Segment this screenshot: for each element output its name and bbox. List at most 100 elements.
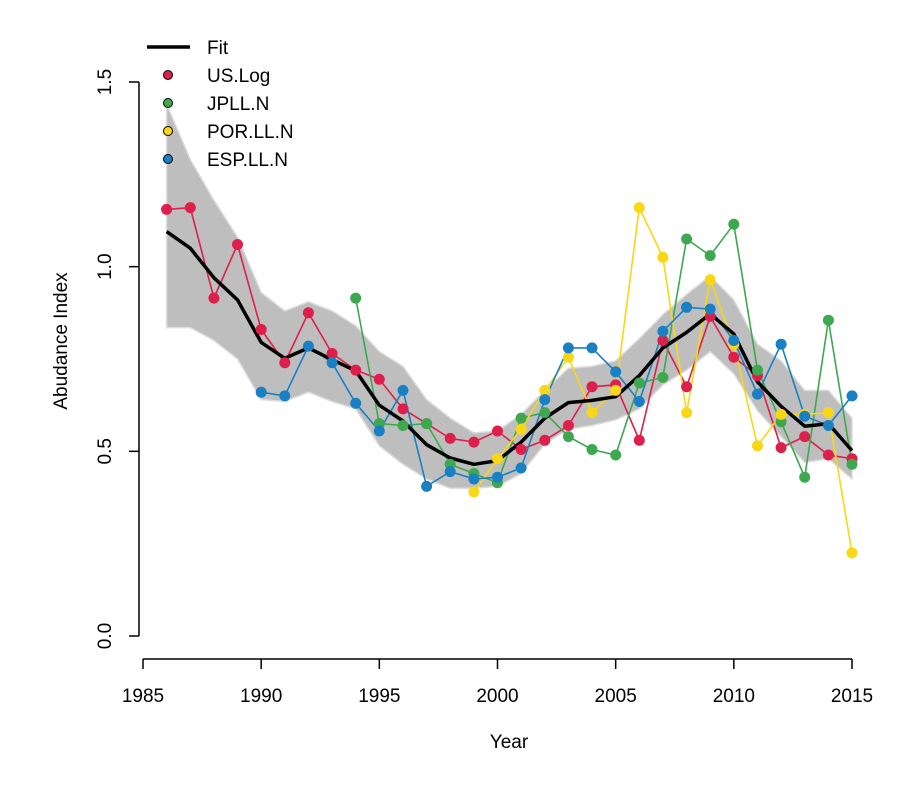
data-point-us-log xyxy=(657,335,669,346)
data-point-esp-ll-n xyxy=(799,410,811,422)
data-point-jpll-n xyxy=(539,407,551,419)
data-point-jpll-n xyxy=(633,377,645,389)
data-point-us-log xyxy=(302,307,314,319)
data-point-esp-ll-n xyxy=(728,335,740,346)
data-point-us-log xyxy=(232,239,243,250)
data-point-por-ll-n xyxy=(846,547,858,559)
data-point-jpll-n xyxy=(515,412,527,424)
y-axis-title: Abudance Index xyxy=(51,272,72,410)
data-point-esp-ll-n xyxy=(775,338,787,350)
data-point-jpll-n xyxy=(562,431,574,443)
data-point-esp-ll-n xyxy=(350,397,362,409)
data-point-esp-ll-n xyxy=(681,301,693,313)
data-point-por-ll-n xyxy=(468,486,480,498)
data-point-jpll-n xyxy=(799,471,811,483)
data-point-jpll-n xyxy=(397,420,409,431)
data-point-us-log xyxy=(562,420,574,431)
data-point-esp-ll-n xyxy=(515,462,527,474)
data-point-por-ll-n xyxy=(515,423,527,435)
data-point-esp-ll-n xyxy=(633,396,645,407)
data-point-esp-ll-n xyxy=(255,386,267,398)
data-point-esp-ll-n xyxy=(468,473,480,485)
x-tick-label: 1985 xyxy=(122,686,164,707)
y-tick-label: 1.5 xyxy=(95,69,116,95)
data-point-esp-ll-n xyxy=(657,325,669,337)
data-point-us-log xyxy=(255,324,267,335)
data-point-esp-ll-n xyxy=(752,388,763,400)
data-point-jpll-n xyxy=(846,458,858,470)
data-point-jpll-n xyxy=(681,233,693,245)
data-point-por-ll-n xyxy=(704,274,716,286)
data-point-por-ll-n xyxy=(775,408,787,420)
data-point-por-ll-n xyxy=(562,351,574,363)
data-point-us-log xyxy=(468,436,480,448)
data-point-esp-ll-n xyxy=(421,480,433,492)
data-point-por-ll-n xyxy=(822,407,834,419)
data-point-esp-ll-n xyxy=(397,384,409,396)
data-point-esp-ll-n xyxy=(846,390,858,402)
data-point-us-log xyxy=(515,444,527,455)
data-point-esp-ll-n xyxy=(586,342,598,354)
data-point-us-log xyxy=(728,351,740,363)
data-point-esp-ll-n xyxy=(610,366,622,378)
data-point-jpll-n xyxy=(350,292,362,304)
data-point-us-log xyxy=(350,364,362,376)
data-point-por-ll-n xyxy=(492,453,503,465)
legend-swatch-us-log xyxy=(163,70,173,80)
series-line-esp-ll-n xyxy=(261,306,853,488)
data-point-us-log xyxy=(184,202,196,214)
data-point-por-ll-n xyxy=(610,384,622,396)
data-point-esp-ll-n xyxy=(326,357,338,369)
data-point-us-log xyxy=(492,425,503,437)
data-point-us-log xyxy=(586,381,598,393)
data-point-us-log xyxy=(775,442,787,454)
legend-label-jpll-n: JPLL.N xyxy=(207,94,269,115)
data-point-por-ll-n xyxy=(586,407,598,419)
x-tick-label: 2005 xyxy=(595,686,637,707)
data-point-por-ll-n xyxy=(681,407,693,419)
data-point-jpll-n xyxy=(657,372,669,383)
data-point-us-log xyxy=(397,403,409,415)
data-point-jpll-n xyxy=(752,364,763,376)
data-point-esp-ll-n xyxy=(492,471,503,483)
data-point-esp-ll-n xyxy=(444,466,456,478)
x-tick-label: 2000 xyxy=(476,686,518,707)
axes-layer: 1985 1990 1995 2000 2005 2010 2015 0.0 0.5 1.0 1.5 xyxy=(95,69,873,707)
data-point-us-log xyxy=(326,348,338,359)
legend-swatch-esp-ll-n xyxy=(163,154,173,164)
data-point-us-log xyxy=(799,431,811,443)
x-tick-label: 1990 xyxy=(240,686,282,707)
data-point-us-log xyxy=(373,373,385,385)
data-point-esp-ll-n xyxy=(704,303,716,315)
data-point-por-ll-n xyxy=(752,440,763,452)
data-point-us-log xyxy=(161,203,173,215)
data-point-esp-ll-n xyxy=(822,420,834,431)
data-point-us-log xyxy=(681,381,693,393)
x-tick-label: 1995 xyxy=(358,686,400,707)
x-axis-title: Year xyxy=(490,732,529,753)
series-points-layer xyxy=(161,202,858,559)
data-point-jpll-n xyxy=(704,250,716,262)
data-point-por-ll-n xyxy=(657,251,669,263)
data-point-esp-ll-n xyxy=(562,342,574,354)
data-point-jpll-n xyxy=(822,314,834,326)
confidence-band-layer xyxy=(165,103,853,490)
y-tick-label: 0.5 xyxy=(95,438,116,464)
data-point-us-log xyxy=(208,292,220,304)
data-point-esp-ll-n xyxy=(302,340,314,352)
legend-swatch-por-ll-n xyxy=(163,126,173,136)
data-point-us-log xyxy=(444,432,456,444)
data-point-us-log xyxy=(633,434,645,446)
data-point-jpll-n xyxy=(421,418,433,430)
data-point-us-log xyxy=(822,449,834,461)
legend-label-por-ll-n: POR.LL.N xyxy=(207,122,294,143)
data-point-jpll-n xyxy=(610,449,622,461)
legend-label-fit: Fit xyxy=(207,38,229,59)
data-point-por-ll-n xyxy=(539,384,551,396)
legend: Fit US.Log JPLL.N POR.LL.N ESP.LL.N xyxy=(147,38,294,171)
y-tick-label: 1.0 xyxy=(95,253,116,279)
x-tick-label: 2010 xyxy=(713,686,755,707)
data-point-us-log xyxy=(539,434,551,446)
data-point-por-ll-n xyxy=(633,202,645,214)
data-point-esp-ll-n xyxy=(373,425,385,437)
